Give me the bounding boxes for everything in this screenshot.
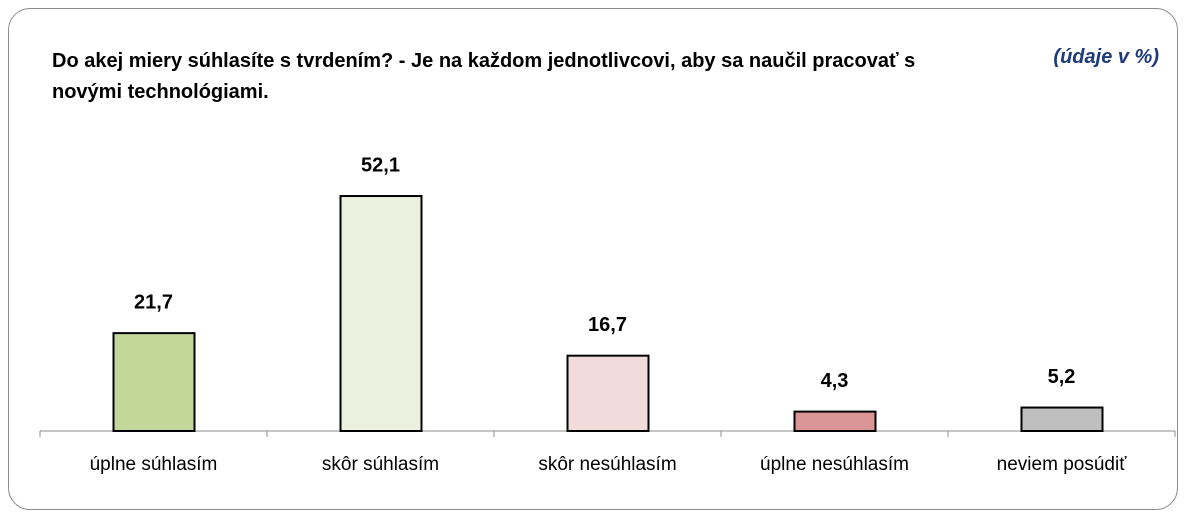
data-label: 52,1 xyxy=(361,154,400,176)
data-label: 5,2 xyxy=(1048,366,1076,388)
bar xyxy=(793,410,877,432)
chart-frame xyxy=(8,8,1178,510)
data-label: 16,7 xyxy=(588,314,627,336)
x-tick-label: skôr nesúhlasím xyxy=(538,454,676,475)
chart-title: Do akej miery súhlasíte s tvrdením? - Je… xyxy=(52,50,916,103)
data-label: 4,3 xyxy=(821,370,849,392)
bar xyxy=(566,354,650,433)
bar xyxy=(339,195,423,432)
x-tick-label: skôr súhlasím xyxy=(322,454,439,475)
data-label: 21,7 xyxy=(134,291,173,313)
chart-subtitle: (údaje v %) xyxy=(1053,46,1159,68)
bar xyxy=(1020,406,1104,433)
x-tick-label: úplne nesúhlasím xyxy=(760,454,909,475)
x-tick-label: úplne súhlasím xyxy=(90,454,218,475)
x-tick-label: neviem posúdiť xyxy=(997,454,1128,475)
bar xyxy=(112,332,196,432)
